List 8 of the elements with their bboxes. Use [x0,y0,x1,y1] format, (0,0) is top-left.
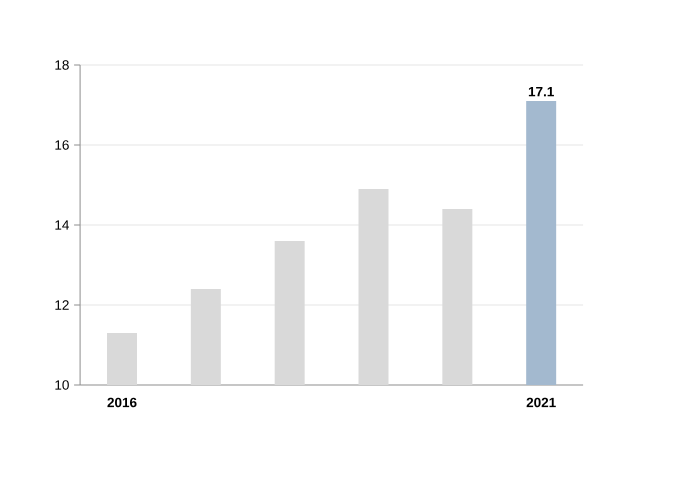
y-tick-label: 16 [55,140,69,150]
y-tick-label: 14 [55,220,69,230]
x-tick-label: 2021 [526,398,556,408]
y-tick-label: 10 [55,380,69,390]
y-tick-label: 18 [55,60,69,70]
x-tick-label: 2016 [107,398,137,408]
data-label: 17.1 [528,87,554,96]
y-tick-label: 12 [55,300,69,310]
